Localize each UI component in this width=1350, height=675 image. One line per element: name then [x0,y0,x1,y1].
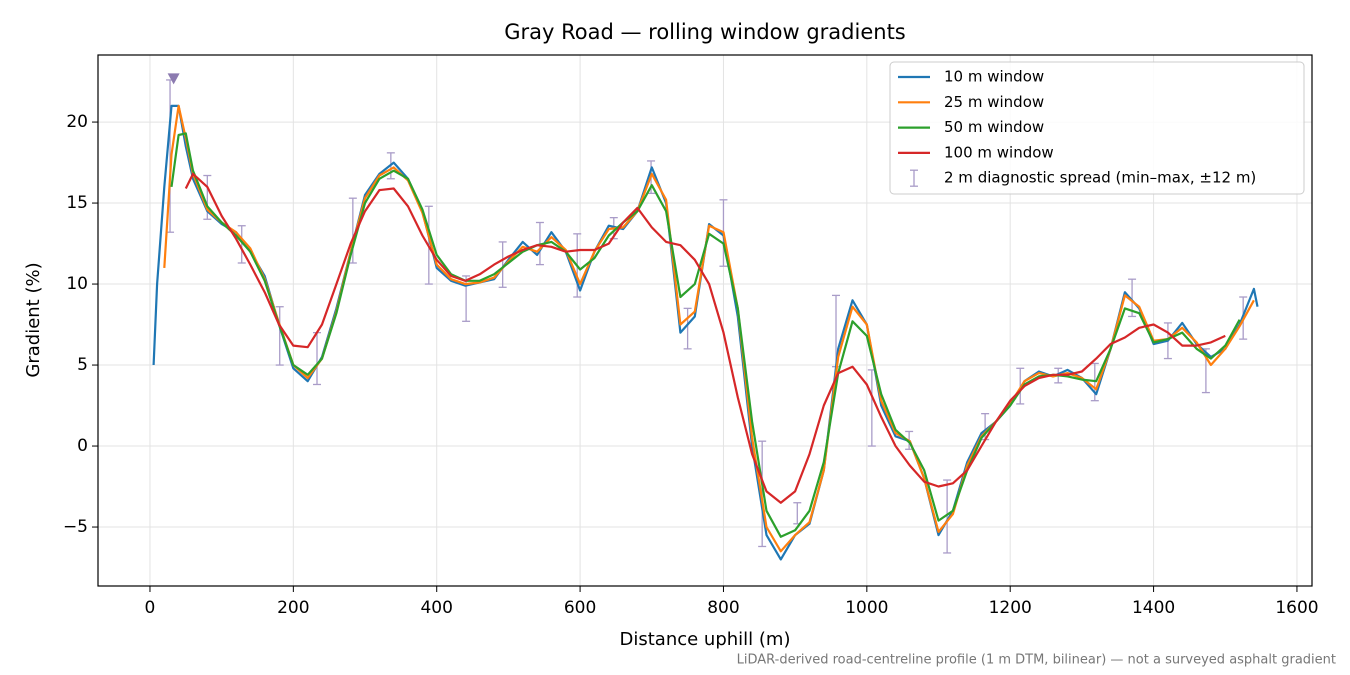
x-axis-label: Distance uphill (m) [620,629,791,650]
x-tick-label: 0 [145,598,156,618]
peak-marker [167,73,180,85]
x-tick-label: 200 [277,598,309,618]
error-bar [943,479,952,554]
x-tick-label: 400 [420,598,452,618]
legend-label: 25 m window [944,93,1044,111]
x-tick-label: 600 [564,598,596,618]
x-tick-label: 800 [707,598,739,618]
error-bar [237,225,246,264]
series-line [184,172,1226,504]
x-tick-label: 1600 [1275,598,1318,618]
x-tick-label: 1400 [1132,598,1175,618]
error-bar [498,241,507,288]
legend-label: 10 m window [944,68,1044,86]
error-bar [275,306,284,366]
footnote: LiDAR-derived road-centreline profile (1… [737,653,1336,668]
y-axis-label: Gradient (%) [23,262,44,377]
x-tick-label: 1200 [989,598,1032,618]
y-tick-label: −5 [63,517,88,537]
y-tick-label: 10 [66,274,88,294]
y-tick-label: 0 [77,436,88,456]
y-tick-label: 5 [77,355,88,375]
error-bar [867,369,876,447]
legend-label: 2 m diagnostic spread (min–max, ±12 m) [944,169,1256,187]
chart-title: Gray Road — rolling window gradients [504,20,906,44]
error-bar [683,307,692,350]
y-tick-label: 20 [66,112,88,132]
legend-label: 50 m window [944,118,1044,136]
plot-frame [97,54,1313,587]
y-tick-label: 15 [66,193,88,213]
x-tick-label: 1000 [845,598,888,618]
legend-label: 100 m window [944,143,1054,161]
error-bar [348,197,357,264]
legend-swatch [910,169,918,187]
legend-box [889,61,1305,195]
error-bar [793,502,802,525]
